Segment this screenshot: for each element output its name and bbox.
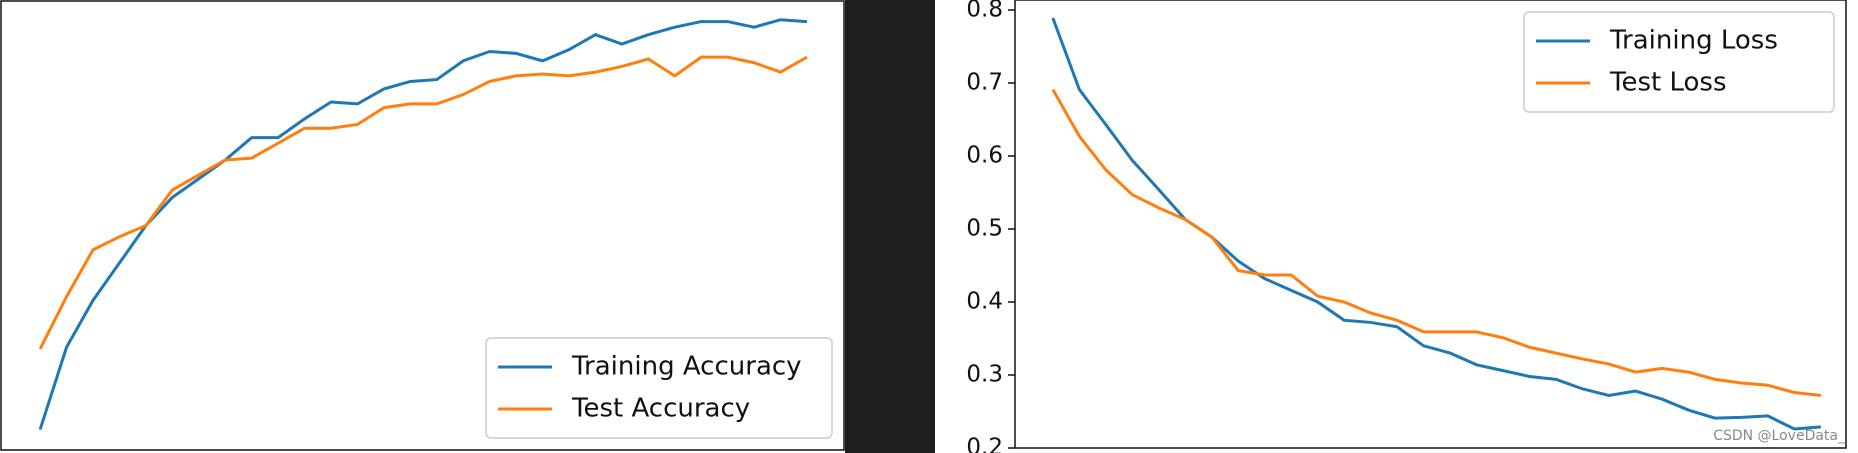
line [38, 18, 808, 430]
divider [845, 0, 935, 453]
line [1051, 88, 1822, 397]
y-tick-label: 0.2 [966, 435, 1003, 453]
legend-label: Training Accuracy [571, 352, 802, 382]
axes-frame [1014, 0, 1847, 449]
y-tick-label: 0.4 [966, 289, 1003, 315]
y-tick-label: 0.5 [966, 216, 1003, 242]
line [1051, 17, 1821, 431]
legend-box [1523, 11, 1835, 113]
legend-label: Test Loss [1609, 68, 1727, 98]
y-tick-label: 0.6 [966, 143, 1003, 169]
legend-label: Test Accuracy [571, 394, 750, 424]
y-tick-label: 0.3 [966, 362, 1003, 388]
watermark: CSDN @LoveData_ [1713, 428, 1846, 444]
axes-frame [0, 0, 845, 451]
legend-label: Training Loss [1609, 26, 1778, 56]
legend-box [485, 337, 833, 439]
y-tick-label: 0.8 [966, 0, 1003, 23]
line [38, 55, 808, 350]
y-tick-label: 0.7 [966, 70, 1003, 96]
